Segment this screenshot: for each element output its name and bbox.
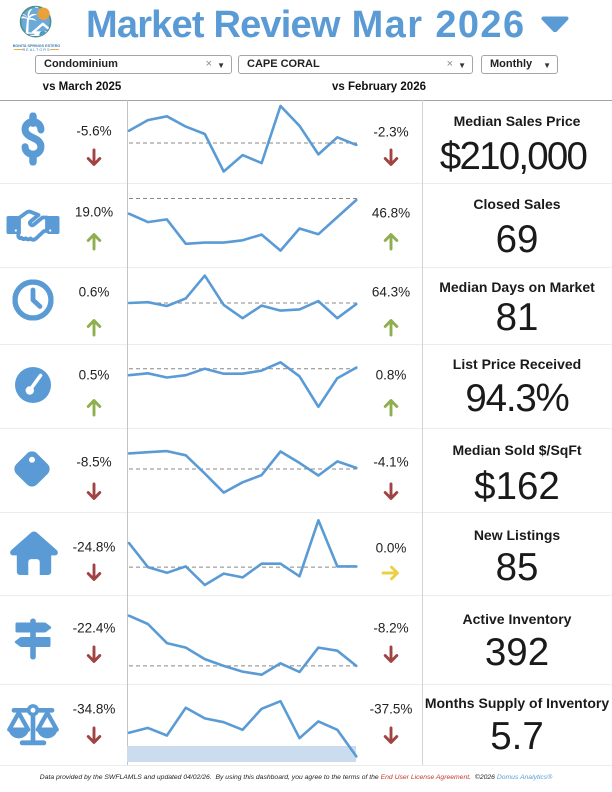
svg-text:BONITA SPRINGS ESTERO: BONITA SPRINGS ESTERO	[13, 44, 61, 48]
svg-text:REALTORS: REALTORS	[22, 48, 50, 52]
